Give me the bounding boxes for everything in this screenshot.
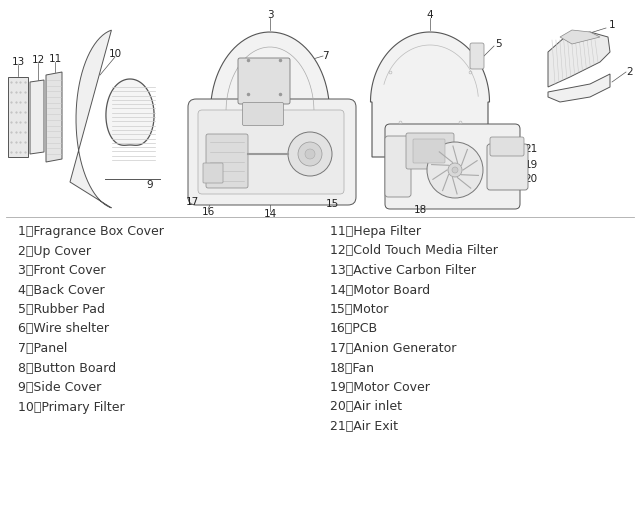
FancyBboxPatch shape <box>206 134 248 188</box>
FancyBboxPatch shape <box>406 133 454 169</box>
Circle shape <box>298 142 322 166</box>
Text: 17、Anion Generator: 17、Anion Generator <box>330 342 456 355</box>
Text: 1、Fragrance Box Cover: 1、Fragrance Box Cover <box>18 225 164 238</box>
Text: 14、Motor Board: 14、Motor Board <box>330 284 430 296</box>
Text: 11、Hepa Filter: 11、Hepa Filter <box>330 225 421 238</box>
Polygon shape <box>106 79 154 145</box>
Polygon shape <box>211 32 330 183</box>
Text: 1: 1 <box>609 20 615 30</box>
Text: 7: 7 <box>322 51 328 61</box>
Polygon shape <box>548 74 610 102</box>
Text: 19: 19 <box>524 160 538 170</box>
Text: 7、Panel: 7、Panel <box>18 342 67 355</box>
Text: 4、Back Cover: 4、Back Cover <box>18 284 104 296</box>
Text: 14: 14 <box>264 209 276 219</box>
Polygon shape <box>70 30 111 208</box>
Text: 21、Air Exit: 21、Air Exit <box>330 420 398 433</box>
FancyBboxPatch shape <box>487 144 528 190</box>
Text: 10: 10 <box>108 49 122 59</box>
Text: 10、Primary Filter: 10、Primary Filter <box>18 400 125 414</box>
Polygon shape <box>30 80 44 154</box>
Text: 18、Fan: 18、Fan <box>330 361 375 374</box>
Text: 9: 9 <box>147 180 154 190</box>
FancyBboxPatch shape <box>243 102 284 125</box>
Polygon shape <box>8 77 28 157</box>
FancyBboxPatch shape <box>203 163 223 183</box>
Circle shape <box>448 163 462 177</box>
FancyBboxPatch shape <box>188 99 356 205</box>
Text: 3、Front Cover: 3、Front Cover <box>18 264 106 277</box>
Text: 18: 18 <box>413 205 427 215</box>
Circle shape <box>452 167 458 173</box>
Polygon shape <box>548 32 610 87</box>
Polygon shape <box>560 30 600 44</box>
Text: 2: 2 <box>627 67 634 77</box>
Polygon shape <box>371 32 490 157</box>
FancyBboxPatch shape <box>470 43 484 69</box>
Text: 3: 3 <box>267 10 273 20</box>
Text: 6: 6 <box>461 162 468 172</box>
FancyBboxPatch shape <box>413 139 445 163</box>
Text: 21: 21 <box>524 144 538 154</box>
Text: 13: 13 <box>12 57 24 67</box>
FancyBboxPatch shape <box>490 137 524 156</box>
Circle shape <box>427 142 483 198</box>
Text: 6、Wire shelter: 6、Wire shelter <box>18 323 109 335</box>
Text: 12: 12 <box>31 55 45 65</box>
FancyBboxPatch shape <box>238 58 290 104</box>
Text: 11: 11 <box>49 54 61 64</box>
FancyBboxPatch shape <box>385 124 520 209</box>
Text: 15: 15 <box>325 199 339 209</box>
Text: 16: 16 <box>202 207 214 217</box>
Text: 8、Button Board: 8、Button Board <box>18 361 116 374</box>
Text: 9、Side Cover: 9、Side Cover <box>18 381 101 394</box>
Polygon shape <box>46 72 62 162</box>
Text: 4: 4 <box>427 10 433 20</box>
FancyBboxPatch shape <box>198 110 344 194</box>
Text: 19、Motor Cover: 19、Motor Cover <box>330 381 430 394</box>
FancyBboxPatch shape <box>385 136 411 197</box>
Text: 17: 17 <box>186 197 198 207</box>
Text: 15、Motor: 15、Motor <box>330 303 389 316</box>
Text: 16、PCB: 16、PCB <box>330 323 378 335</box>
Text: 20、Air inlet: 20、Air inlet <box>330 400 402 414</box>
Text: 20: 20 <box>524 174 538 184</box>
Circle shape <box>288 132 332 176</box>
Text: 8: 8 <box>326 107 333 117</box>
Text: 13、Active Carbon Filter: 13、Active Carbon Filter <box>330 264 476 277</box>
Text: 5、Rubber Pad: 5、Rubber Pad <box>18 303 105 316</box>
Text: 5: 5 <box>495 39 501 49</box>
Text: 2、Up Cover: 2、Up Cover <box>18 245 91 258</box>
Text: 12、Cold Touch Media Filter: 12、Cold Touch Media Filter <box>330 245 498 258</box>
Circle shape <box>305 149 315 159</box>
